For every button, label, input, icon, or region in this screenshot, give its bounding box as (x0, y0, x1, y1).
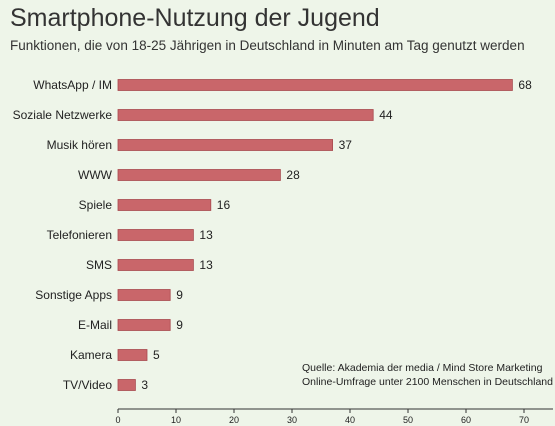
category-label: TV/Video (63, 378, 112, 392)
bars-layer: WhatsApp / IM 68 Soziale Netzwerke 44 Musik … (13, 78, 532, 392)
bar (117, 109, 374, 121)
bar (117, 79, 513, 91)
data-label: 13 (199, 258, 213, 272)
data-label: 16 (217, 198, 231, 212)
bar (117, 139, 334, 151)
data-label: 9 (176, 288, 183, 302)
category-label: Musik hören (47, 138, 112, 152)
x-tick-label: 50 (403, 415, 413, 425)
bar (117, 199, 212, 211)
x-tick-label: 60 (461, 415, 471, 425)
bar (117, 169, 281, 181)
category-label: Spiele (79, 198, 113, 212)
category-label: SMS (86, 258, 112, 272)
x-tick-label: 10 (171, 415, 181, 425)
data-label: 5 (153, 348, 160, 362)
x-tick-label: 30 (287, 415, 297, 425)
category-label: WhatsApp / IM (33, 78, 112, 92)
bar (117, 229, 194, 241)
data-label: 3 (141, 378, 148, 392)
bar (117, 379, 136, 391)
bar (117, 319, 171, 331)
data-label: 68 (518, 78, 532, 92)
category-label: Telefonieren (47, 228, 112, 242)
category-label: WWW (78, 168, 113, 182)
chart-subtitle: Funktionen, die von 18-25 Jährigen in De… (10, 38, 525, 53)
x-tick-label: 40 (345, 415, 355, 425)
category-label: Soziale Netzwerke (13, 108, 113, 122)
category-label: Sonstige Apps (35, 288, 112, 302)
category-label: E-Mail (78, 318, 112, 332)
x-axis: 0 10 20 30 40 50 60 70 (115, 408, 553, 425)
data-label: 9 (176, 318, 183, 332)
x-tick-label: 0 (115, 415, 120, 425)
category-label: Kamera (70, 348, 112, 362)
data-label: 37 (339, 138, 353, 152)
data-label: 13 (199, 228, 213, 242)
source-line-2: Online-Umfrage unter 2100 Menschen in De… (302, 376, 553, 388)
data-label: 28 (286, 168, 300, 182)
data-label: 44 (379, 108, 393, 122)
source-line-1: Quelle: Akademia der media / Mind Store … (302, 362, 543, 374)
chart-title: Smartphone-Nutzung der Jugend (10, 4, 380, 32)
x-tick-label: 70 (519, 415, 529, 425)
bar (117, 349, 148, 361)
bar (117, 289, 171, 301)
bar (117, 259, 194, 271)
x-tick-label: 20 (229, 415, 239, 425)
